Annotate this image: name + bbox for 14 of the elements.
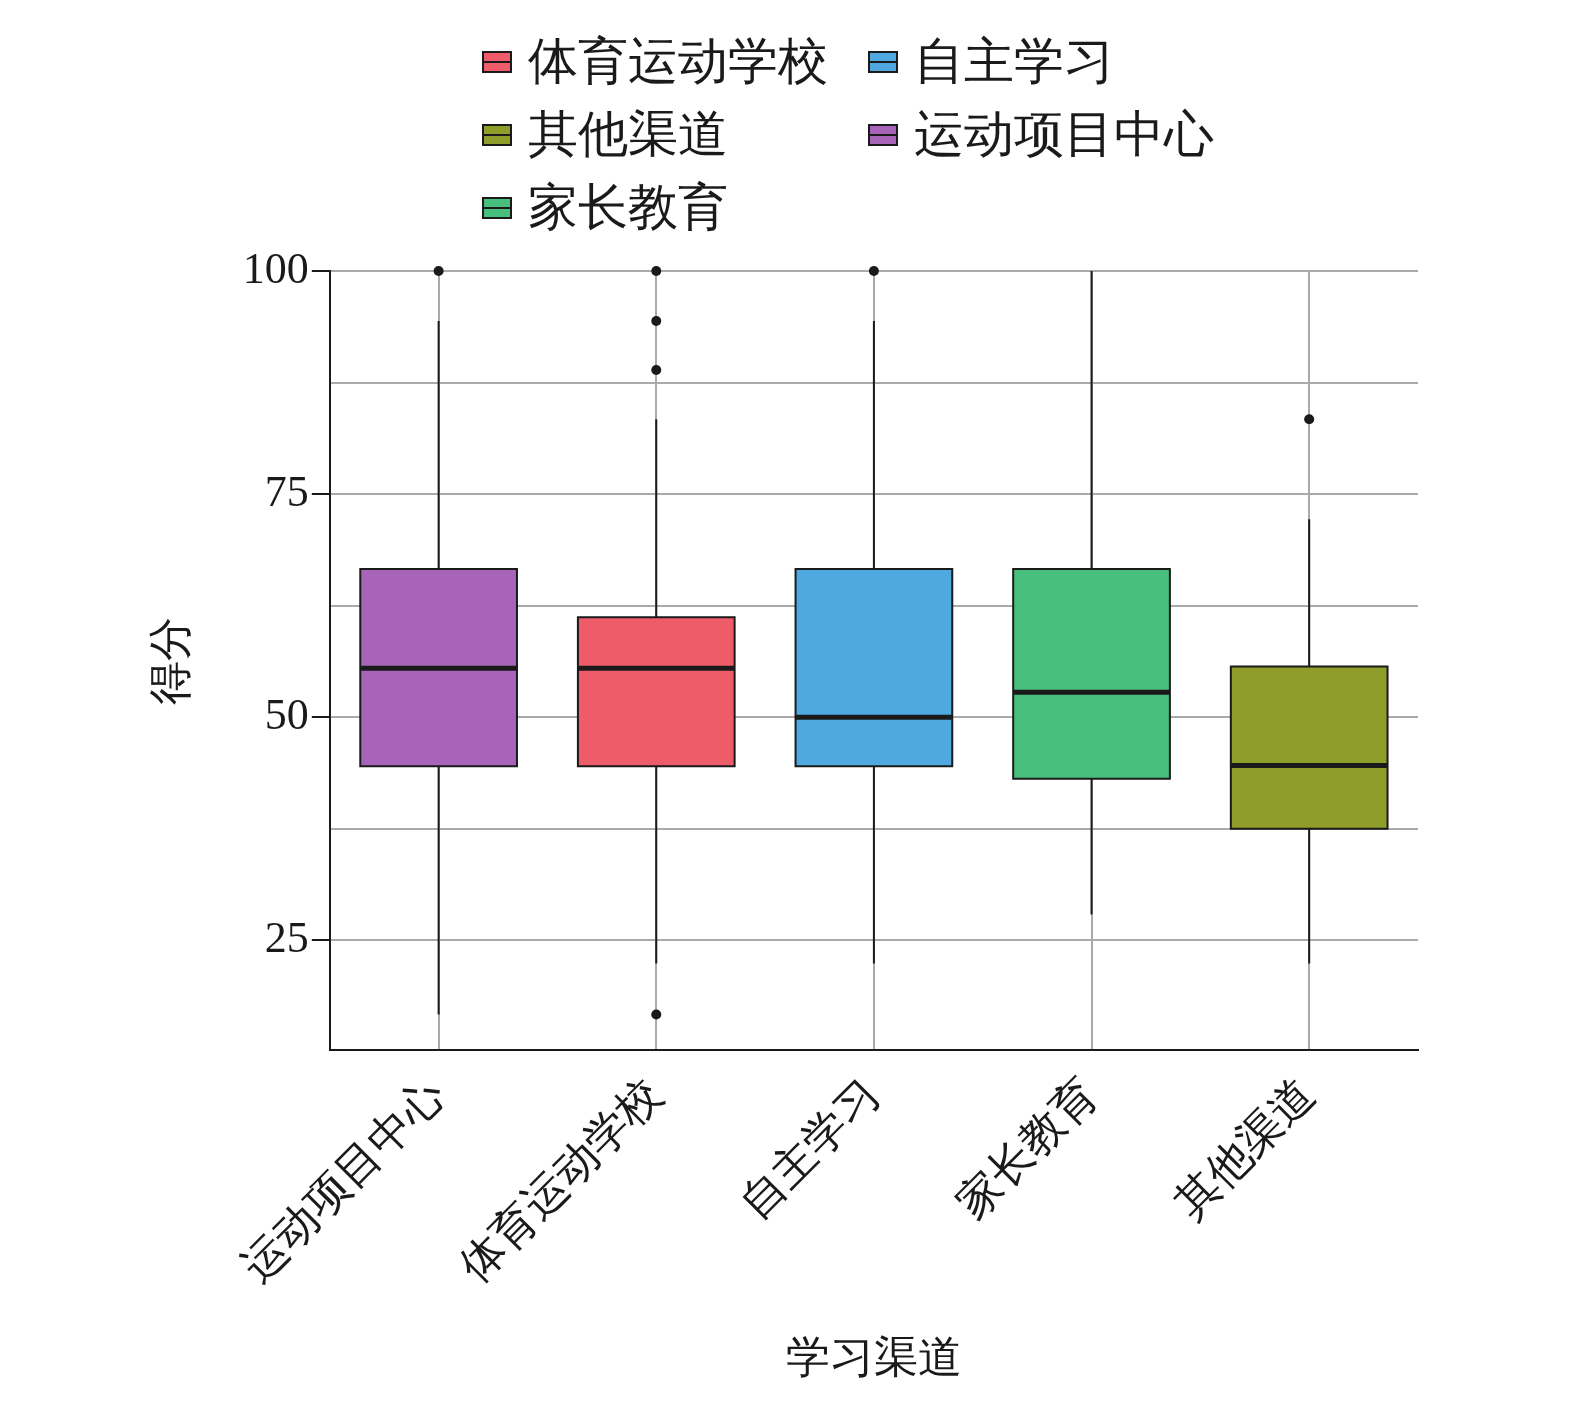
x-tick-label: 自主学习 bbox=[730, 1069, 890, 1229]
y-tick-label: 100 bbox=[242, 243, 309, 293]
x-tick-label: 家长教育 bbox=[947, 1069, 1107, 1229]
y-axis-title: 得分 bbox=[145, 616, 195, 705]
legend-label: 体育运动学校 bbox=[527, 32, 828, 91]
legend-label: 运动项目中心 bbox=[913, 105, 1214, 164]
y-tick-label: 50 bbox=[264, 689, 309, 739]
legend-label: 其他渠道 bbox=[527, 105, 728, 164]
legend-label: 家长教育 bbox=[527, 178, 728, 237]
y-tick-label: 25 bbox=[264, 912, 309, 962]
y-tick-label: 75 bbox=[264, 466, 309, 516]
x-axis-title: 学习渠道 bbox=[785, 1333, 962, 1383]
legend-label: 自主学习 bbox=[913, 32, 1114, 91]
x-tick-label: 其他渠道 bbox=[1165, 1069, 1325, 1229]
